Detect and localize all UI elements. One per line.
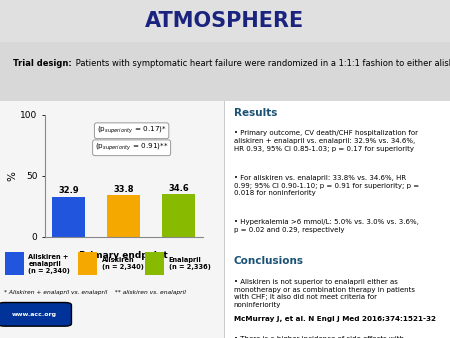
Text: • There is a higher incidence of side effects with
aliskiren including hypotensi: • There is a higher incidence of side ef… [234,336,408,338]
Text: • Primary outcome, CV death/CHF hospitalization for
aliskiren + enalapril vs. en: • Primary outcome, CV death/CHF hospital… [234,130,418,152]
Text: (p$_{superiority}$ = 0.17)*: (p$_{superiority}$ = 0.17)* [97,125,166,137]
Bar [78,252,97,275]
Y-axis label: %: % [7,171,18,181]
Bar [107,195,140,237]
Text: • Aliskiren is not superior to enalapril either as
monotherapy or as combination: • Aliskiren is not superior to enalapril… [234,279,415,308]
Text: 34.6: 34.6 [168,184,189,193]
Text: (p$_{superiority}$ = 0.91)**: (p$_{superiority}$ = 0.91)** [95,142,168,153]
Bar [145,252,164,275]
Text: Patients with symptomatic heart failure were randomized in a 1:1:1 fashion to ei: Patients with symptomatic heart failure … [73,59,450,68]
Text: • For aliskiren vs. enalapril: 33.8% vs. 34.6%, HR
0.99; 95% CI 0.90-1.10; p = 0: • For aliskiren vs. enalapril: 33.8% vs.… [234,175,419,196]
Text: Results: Results [234,107,277,118]
Text: Trial design:: Trial design: [14,59,72,68]
Bar [4,252,24,275]
Text: Aliskiren
(n = 2,340): Aliskiren (n = 2,340) [102,257,144,270]
Text: ATMOSPHERE: ATMOSPHERE [145,11,305,31]
Text: www.acc.org: www.acc.org [12,312,57,317]
Text: McMurray J, et al. N Engl J Med 2016;374:1521-32: McMurray J, et al. N Engl J Med 2016;374… [234,316,436,322]
Text: * Aliskiren + enalapril vs. enalapril    ** aliskiren vs. enalapril: * Aliskiren + enalapril vs. enalapril **… [4,290,186,295]
Text: Aliskiren +
enalapril
(n = 2,340): Aliskiren + enalapril (n = 2,340) [28,254,70,274]
Text: Primary endpoint: Primary endpoint [79,251,168,260]
Text: Enalapril
(n = 2,336): Enalapril (n = 2,336) [169,257,211,270]
Text: 33.8: 33.8 [113,185,134,194]
Bar [162,194,195,237]
Text: • Hyperkalemia >6 mmol/L: 5.0% vs. 3.0% vs. 3.6%,
p = 0.02 and 0.29, respectivel: • Hyperkalemia >6 mmol/L: 5.0% vs. 3.0% … [234,219,419,233]
Bar [52,197,85,237]
FancyBboxPatch shape [0,303,72,326]
Text: 32.9: 32.9 [58,186,79,195]
Text: Conclusions: Conclusions [234,256,304,266]
